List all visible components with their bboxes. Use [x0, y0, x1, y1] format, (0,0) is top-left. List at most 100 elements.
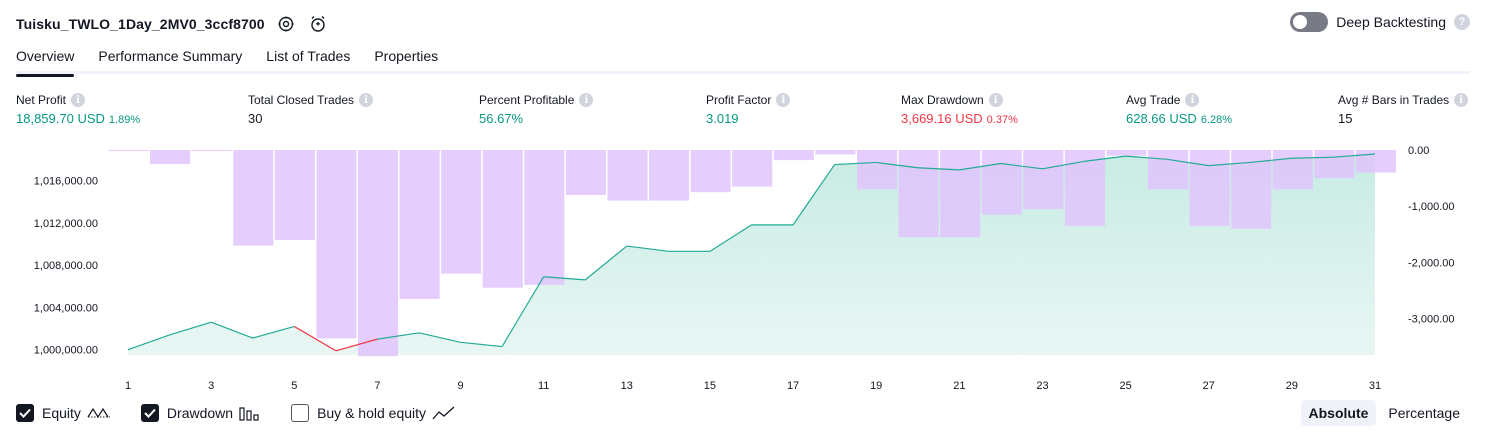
- drawdown-bar[interactable]: [773, 150, 814, 161]
- equity-line-layer: [127, 153, 1376, 352]
- settings-icon[interactable]: [275, 13, 297, 35]
- metric-avg-trade: Avg Trade i 628.66 USD 6.28%: [1126, 93, 1232, 126]
- legend-label: Equity: [42, 405, 81, 421]
- mode-percentage[interactable]: Percentage: [1388, 405, 1460, 421]
- info-icon[interactable]: i: [71, 93, 86, 107]
- x-axis-tick: 13: [621, 380, 633, 392]
- equity-line-segment: [127, 334, 170, 351]
- equity-line-segment: [959, 162, 1001, 171]
- equity-line-segment: [917, 167, 960, 171]
- metrics-row: Net Profit i 18,859.70 USD 1.89% Total Clo…: [0, 93, 1486, 133]
- x-axis-tick: 3: [208, 380, 214, 392]
- left-axis-tick: 1,008,000.00: [34, 260, 98, 272]
- drawdown-bar[interactable]: [108, 150, 149, 151]
- add-alert-icon[interactable]: [307, 13, 329, 35]
- drawdown-bar[interactable]: [649, 150, 690, 201]
- drawdown-bar[interactable]: [150, 150, 191, 165]
- tab-list-of-trades[interactable]: List of Trades: [266, 48, 351, 64]
- left-axis-tick: 1,000,000.00: [34, 345, 98, 357]
- x-axis-tick: 25: [1119, 380, 1131, 392]
- drawdown-bar[interactable]: [316, 150, 357, 339]
- drawdown-bar[interactable]: [981, 150, 1022, 215]
- tab-overview[interactable]: Overview: [16, 46, 75, 77]
- metric-label: Profit Factor: [706, 93, 772, 107]
- drawdown-bar[interactable]: [1064, 150, 1105, 226]
- drawdown-bar[interactable]: [1148, 150, 1189, 190]
- chart-legend: Equity Drawdown Buy & hold equity: [16, 404, 486, 422]
- legend-drawdown[interactable]: Drawdown: [140, 404, 261, 422]
- metric-percent: 6.28%: [1200, 114, 1233, 126]
- drawdown-bar[interactable]: [1023, 150, 1064, 210]
- info-icon[interactable]: i: [1454, 93, 1469, 107]
- right-axis-tick: -3,000.00: [1408, 314, 1454, 326]
- legend-label: Drawdown: [166, 405, 234, 421]
- equity-line-segment: [460, 341, 503, 348]
- drawdown-bar[interactable]: [1189, 150, 1230, 226]
- metric-label: Avg # Bars in Trades: [1338, 93, 1450, 107]
- equity-line-segment: [501, 276, 545, 347]
- x-axis-tick: 17: [787, 380, 799, 392]
- x-axis-tick: 1: [125, 380, 131, 392]
- info-icon[interactable]: i: [359, 93, 374, 107]
- equity-line-segment: [876, 161, 918, 169]
- strategy-title: Tuisku_TWLO_1Day_2MV0_3ccf8700: [16, 16, 265, 32]
- legend-label: Buy & hold equity: [317, 405, 427, 421]
- strategy-header: Tuisku_TWLO_1Day_2MV0_3ccf8700 Deep Back…: [16, 12, 1470, 36]
- equity-checkbox[interactable]: [16, 404, 34, 422]
- x-axis-tick: 7: [374, 380, 380, 392]
- drawdown-bar[interactable]: [815, 150, 856, 155]
- metric-value: 56.67%: [479, 111, 524, 126]
- drawdown-checkbox[interactable]: [140, 404, 159, 422]
- drawdown-bar[interactable]: [607, 150, 648, 201]
- x-axis-tick: 31: [1369, 380, 1381, 392]
- legend-buy-hold-equity[interactable]: Buy & hold equity: [291, 404, 456, 422]
- right-axis-tick: 0.00: [1408, 145, 1429, 157]
- metric-max-drawdown: Max Drawdown i 3,669.16 USD 0.37%: [901, 93, 1018, 126]
- info-icon[interactable]: i: [1185, 93, 1200, 107]
- equity-drawdown-chart[interactable]: 1,000,000.00 1,004,000.00 1,008,000.00 1,01…: [0, 140, 1486, 396]
- drawdown-bar[interactable]: [441, 150, 482, 274]
- drawdown-bars-layer: [108, 150, 1396, 357]
- drawdown-bar[interactable]: [233, 150, 274, 246]
- left-axis-tick: 1,016,000.00: [34, 175, 98, 187]
- drawdown-bar[interactable]: [898, 150, 939, 238]
- drawdown-bar[interactable]: [690, 150, 731, 193]
- buy-hold-series-icon: [432, 405, 456, 421]
- info-icon[interactable]: i: [988, 93, 1003, 107]
- deep-backtesting-control: Deep Backtesting ?: [1290, 12, 1470, 32]
- drawdown-bar[interactable]: [482, 150, 523, 288]
- drawdown-bar[interactable]: [1272, 150, 1313, 190]
- drawdown-bar[interactable]: [1106, 150, 1147, 156]
- drawdown-bar[interactable]: [399, 150, 440, 299]
- tab-performance-summary[interactable]: Performance Summary: [98, 48, 243, 64]
- info-icon[interactable]: i: [579, 93, 594, 107]
- equity-line-segment: [626, 245, 669, 252]
- metric-label: Max Drawdown: [901, 93, 984, 107]
- deep-backtesting-toggle[interactable]: [1290, 12, 1329, 32]
- buy-hold-checkbox[interactable]: [291, 404, 310, 422]
- report-tabs: Overview Performance Summary List of Tra…: [16, 46, 1470, 77]
- metric-value: 18,859.70 USD: [16, 111, 105, 126]
- drawdown-bar[interactable]: [274, 150, 315, 240]
- drawdown-bar[interactable]: [732, 150, 773, 187]
- drawdown-bar[interactable]: [524, 150, 565, 285]
- metric-value: 3.019: [706, 111, 739, 126]
- equity-line-segment: [709, 224, 752, 252]
- drawdown-bar[interactable]: [357, 150, 399, 357]
- drawdown-bar[interactable]: [940, 150, 981, 238]
- tab-properties[interactable]: Properties: [374, 48, 439, 64]
- mode-absolute[interactable]: Absolute: [1300, 400, 1377, 426]
- info-icon[interactable]: i: [776, 93, 791, 107]
- equity-line-segment: [1042, 160, 1085, 170]
- drawdown-bar[interactable]: [565, 150, 606, 195]
- metric-value: 628.66 USD: [1126, 111, 1197, 126]
- equity-line-segment: [1208, 161, 1251, 167]
- legend-equity[interactable]: Equity: [16, 404, 111, 422]
- drawdown-bar[interactable]: [856, 150, 898, 190]
- x-axis-tick: 23: [1036, 380, 1048, 392]
- drawdown-bar[interactable]: [1314, 150, 1355, 179]
- deep-backtesting-help-icon[interactable]: ?: [1454, 14, 1470, 30]
- drawdown-bar[interactable]: [191, 150, 232, 151]
- equity-line-segment: [1333, 153, 1376, 158]
- drawdown-bar[interactable]: [1355, 150, 1396, 173]
